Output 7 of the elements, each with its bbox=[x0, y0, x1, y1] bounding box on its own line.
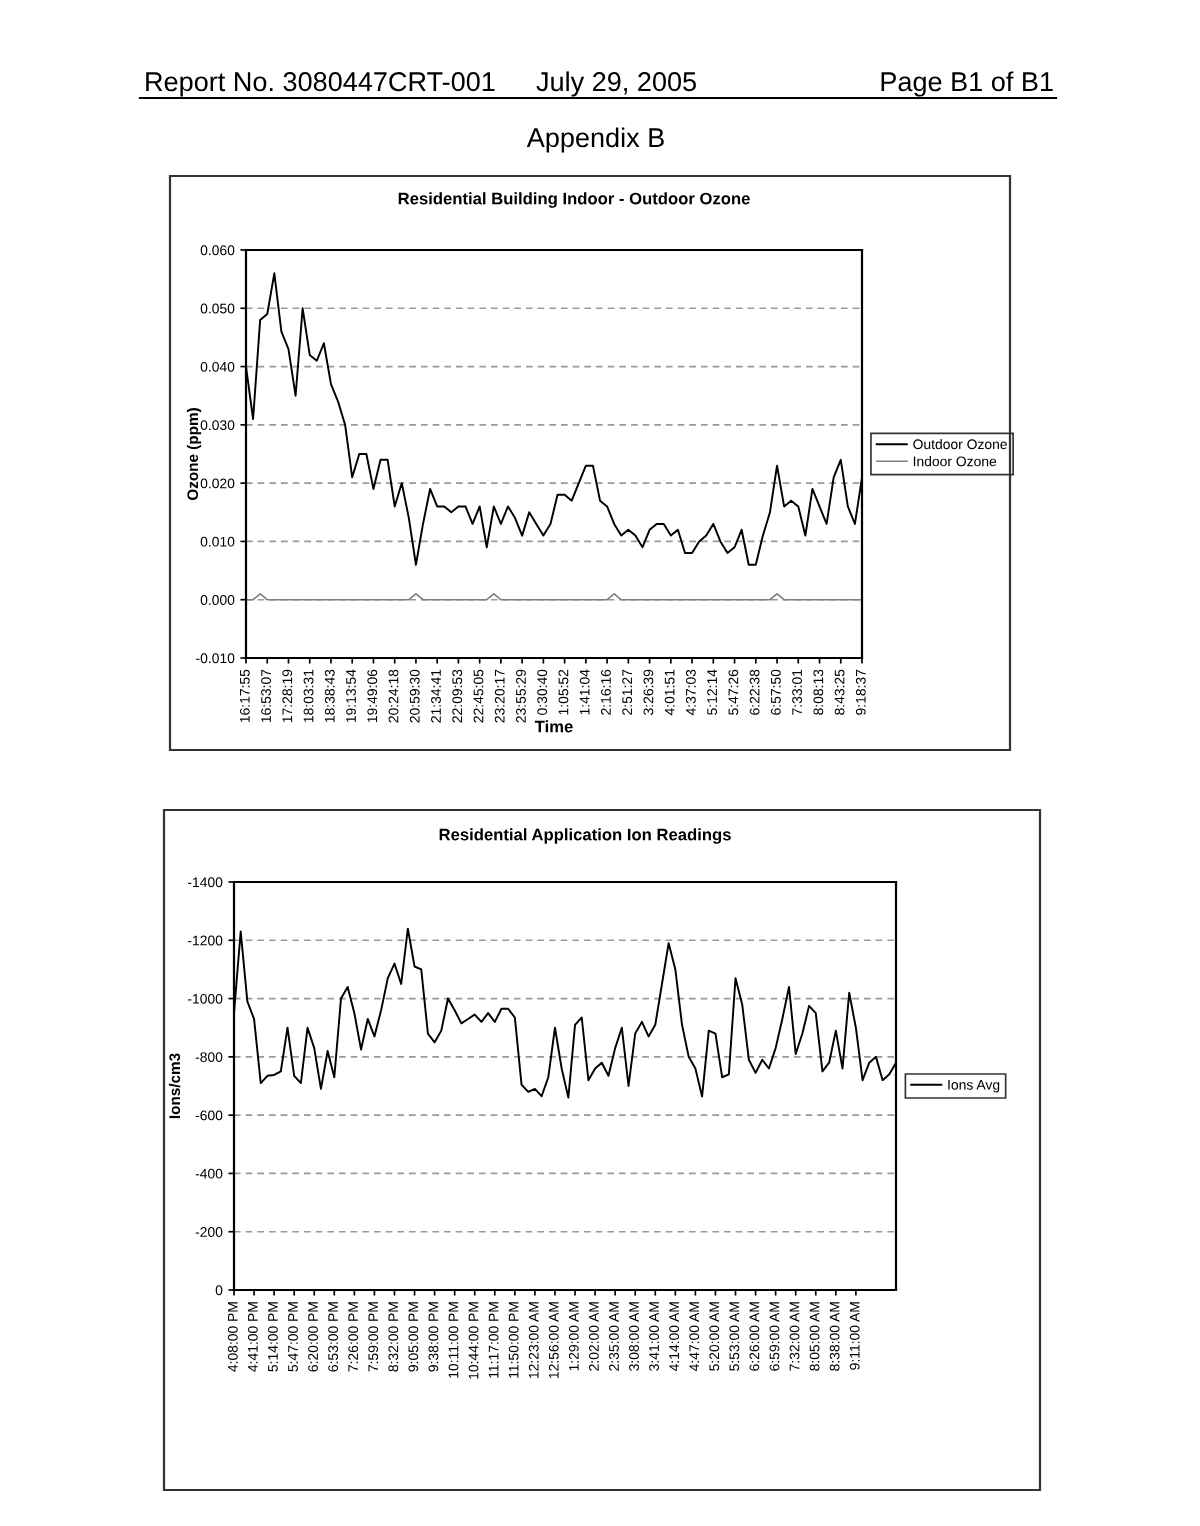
chart-title: Residential Application Ion Readings bbox=[439, 828, 731, 844]
text: Page B1 of B1 bbox=[881, 71, 1053, 97]
text: July 29, 2005 bbox=[536, 71, 696, 97]
text: Appendix B bbox=[526, 127, 664, 153]
chart-title: Residential Building Indoor - Outdoor Ozone bbox=[398, 192, 750, 208]
text: Report No. 3080447CRT-001 bbox=[146, 72, 495, 97]
x-axis-title: Time bbox=[534, 720, 573, 733]
